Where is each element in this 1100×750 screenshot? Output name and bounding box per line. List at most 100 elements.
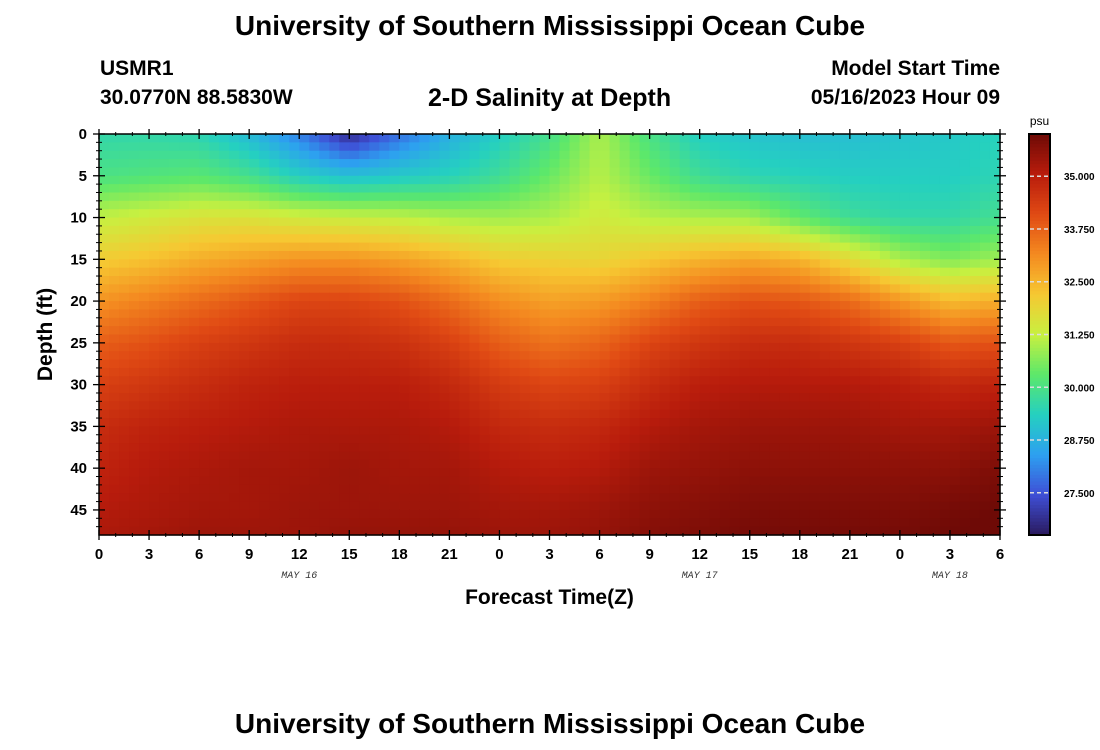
heatmap-cell [699,225,711,235]
heatmap-cell [739,142,751,152]
heatmap-cell [439,451,450,461]
heatmap-cell [119,384,130,394]
heatmap-cell [129,150,140,160]
heatmap-cell [579,242,591,252]
heatmap-cell [299,259,310,269]
heatmap-cell [139,184,150,194]
heatmap-cell [609,326,621,336]
heatmap-cell [669,284,681,294]
heatmap-cell [569,292,581,302]
heatmap-cell [109,150,120,160]
heatmap-cell [799,284,811,294]
heatmap-cell [609,401,621,411]
heatmap-cell [249,301,260,311]
heatmap-cell [909,434,921,444]
heatmap-cell [229,367,240,377]
heatmap-cell [619,292,631,302]
heatmap-cell [149,401,160,411]
heatmap-cell [779,134,791,143]
heatmap-cell [439,376,450,386]
heatmap-cell [229,184,240,194]
heatmap-cell [769,267,781,277]
heatmap-cell [629,309,641,319]
heatmap-cell [679,292,691,302]
heatmap-cell [699,284,711,294]
heatmap-cell [489,409,501,419]
heatmap-cell [219,409,230,419]
heatmap-cell [649,217,661,227]
heatmap-cell [639,142,651,152]
heatmap-cell [209,142,220,152]
heatmap-cell [599,234,611,244]
heatmap-cell [959,200,971,210]
heatmap-cell [849,267,861,277]
heatmap-cell [769,276,781,285]
heatmap-cell [909,493,921,503]
heatmap-cell [449,134,460,143]
heatmap-cell [549,493,561,503]
heatmap-cell [509,267,521,277]
heatmap-cell [299,192,310,202]
heatmap-cell [369,493,380,503]
heatmap-cell [819,367,831,377]
heatmap-cell [299,159,310,169]
heatmap-cell [249,326,260,336]
heatmap-cell [419,434,430,444]
heatmap-cell [209,434,220,444]
x-tick-label: 18 [791,546,808,563]
heatmap-cell [239,167,250,177]
heatmap-cell [989,234,1001,244]
heatmap-cell [149,200,160,210]
heatmap-cell [629,217,641,227]
heatmap-cell [519,225,531,235]
heatmap-cell [259,250,270,260]
heatmap-cell [419,509,430,519]
heatmap-cell [929,234,941,244]
colorbar-segment [1029,468,1050,473]
heatmap-cell [549,184,561,194]
heatmap-cell [279,409,290,419]
heatmap-cell [769,301,781,311]
heatmap-cell [369,276,380,285]
heatmap-cell [719,401,731,411]
heatmap-cell [769,225,781,235]
heatmap-cell [889,493,901,503]
heatmap-cell [639,401,651,411]
heatmap-cell [179,509,190,519]
heatmap-cell [949,175,961,185]
heatmap-cell [859,142,871,152]
heatmap-cell [439,259,450,269]
heatmap-cell [469,150,481,160]
heatmap-cell [459,301,471,311]
heatmap-cell [209,309,220,319]
heatmap-cell [119,209,130,219]
heatmap-cell [539,451,551,461]
heatmap-cell [259,284,270,294]
heatmap-cell [399,493,410,503]
heatmap-cell [129,526,140,536]
heatmap-cell [499,259,511,269]
heatmap-cell [569,309,581,319]
heatmap-cell [569,234,581,244]
heatmap-cell [269,200,280,210]
heatmap-cell [599,250,611,260]
heatmap-cell [419,459,430,469]
heatmap-cell [939,443,951,453]
colorbar-segment [1029,187,1050,192]
heatmap-cell [509,509,521,519]
heatmap-cell [299,351,310,361]
heatmap-cell [689,301,701,311]
heatmap-cell [259,359,270,369]
heatmap-cell [739,250,751,260]
heatmap-cell [599,276,611,285]
y-axis-title: Depth (ft) [34,288,57,381]
heatmap-cell [499,501,511,511]
heatmap-cell [699,134,711,143]
heatmap-cell [879,225,891,235]
heatmap-cell [789,509,801,519]
heatmap-cell [539,267,551,277]
heatmap-cell [159,276,170,285]
heatmap-cell [129,459,140,469]
heatmap-cell [709,459,721,469]
heatmap-cell [239,242,250,252]
